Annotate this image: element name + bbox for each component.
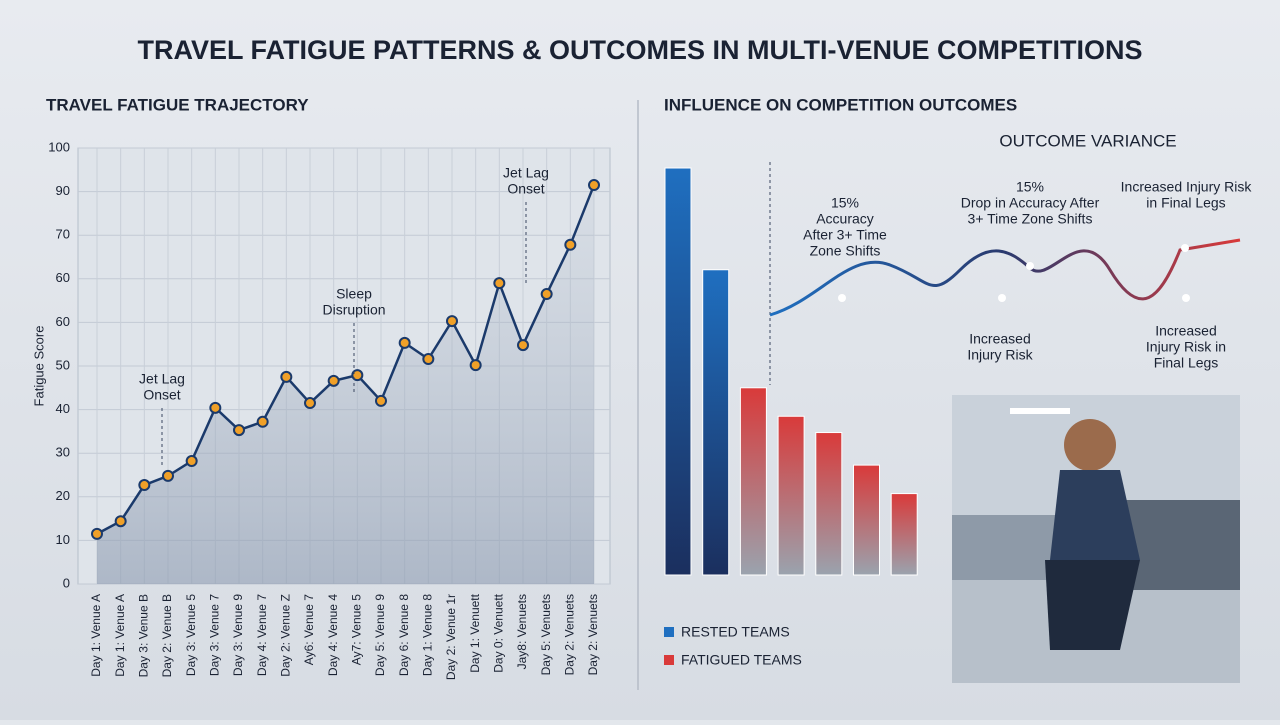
- outcome-title: OUTCOME VARIANCE: [999, 131, 1176, 150]
- x-tick-label: Day 1: Venue A: [89, 594, 103, 677]
- outcome-annotation: Final Legs: [1154, 355, 1219, 371]
- y-tick-label: 60: [56, 314, 70, 329]
- annotation: Jet Lag: [503, 165, 549, 181]
- point: [280, 370, 293, 383]
- outcome-annotation: Increased: [969, 331, 1030, 347]
- point: [469, 359, 482, 372]
- x-tick-label: Ay7: Venue 5: [350, 594, 364, 666]
- x-tick-label: Ay6: Venue 7: [302, 594, 316, 666]
- x-tick-label: Day 2: Venue 1r: [444, 594, 458, 680]
- x-tick-label: Day 3: Venue 9: [231, 594, 245, 676]
- x-tick-label: Day 1: Venuett: [468, 593, 482, 672]
- point: [114, 515, 127, 528]
- x-tick-label: Day 4: Venue 4: [326, 594, 340, 676]
- y-tick-label: 40: [56, 401, 70, 416]
- point: [327, 374, 340, 387]
- outcome-annotation: Increased: [1155, 323, 1216, 339]
- annotation: Onset: [143, 387, 180, 403]
- outcome-annotation: Injury Risk in: [1146, 339, 1226, 355]
- legend-swatch: [664, 627, 674, 637]
- x-tick-label: Day 1: Venue A: [113, 594, 127, 677]
- right-title: INFLUENCE ON COMPETITION OUTCOMES: [664, 95, 1017, 114]
- y-tick-label: 0: [63, 575, 70, 590]
- y-tick-label: 10: [56, 532, 70, 547]
- bar: [702, 269, 730, 576]
- page-title: TRAVEL FATIGUE PATTERNS & OUTCOMES IN MU…: [137, 35, 1142, 65]
- legend-label: FATIGUED TEAMS: [681, 652, 802, 668]
- y-tick-label: 30: [56, 445, 70, 460]
- point: [493, 277, 506, 290]
- bar: [815, 432, 843, 576]
- point: [185, 455, 198, 468]
- y-tick-label: 100: [48, 139, 70, 154]
- annotation: Jet Lag: [139, 371, 185, 387]
- annotation: Sleep: [336, 286, 372, 302]
- outcome-annotation: After 3+ Time: [803, 227, 887, 243]
- x-tick-label: Day 0: Venuett: [492, 593, 506, 672]
- outcome-annotation: Increased Injury Risk: [1121, 179, 1253, 195]
- outcome-annotation: Accuracy: [816, 211, 874, 227]
- point: [162, 469, 174, 482]
- bar: [777, 415, 805, 576]
- point: [91, 527, 103, 540]
- x-tick-label: Jay8: Venuets: [515, 594, 529, 669]
- point: [540, 288, 553, 301]
- point: [138, 479, 151, 492]
- y-tick-label: 50: [56, 357, 70, 372]
- point: [398, 336, 411, 349]
- x-tick-label: Day 2: Venue Z: [279, 594, 293, 677]
- point: [517, 339, 529, 352]
- legend-swatch: [664, 655, 674, 665]
- legend-label: RESTED TEAMS: [681, 624, 790, 640]
- bar: [739, 387, 767, 576]
- x-tick-label: Day 3: Venue B: [137, 594, 151, 677]
- point: [588, 179, 600, 192]
- point: [256, 415, 269, 428]
- x-tick-label: Day 1: Venue 8: [421, 594, 435, 676]
- y-tick-label: 60: [56, 270, 70, 285]
- point: [446, 315, 458, 328]
- fatigue-line: [96, 184, 596, 535]
- point: [422, 353, 435, 366]
- point: [375, 394, 387, 407]
- y-tick-label: 90: [56, 183, 70, 198]
- fatigue-area: [97, 185, 594, 584]
- point: [564, 238, 577, 251]
- outcome-annotation: 3+ Time Zone Shifts: [968, 211, 1093, 227]
- point: [304, 397, 316, 410]
- bar: [853, 464, 880, 576]
- x-tick-label: Day 3: Venue 7: [208, 594, 222, 676]
- point: [351, 369, 364, 382]
- outcome-annotation: Injury Risk: [967, 347, 1033, 363]
- bar: [890, 493, 918, 576]
- outcome-annotation: 15%: [1016, 179, 1044, 195]
- point: [233, 424, 245, 437]
- x-tick-label: Day 2: Venue B: [160, 594, 174, 677]
- x-tick-label: Day 3: Venue 5: [184, 594, 198, 676]
- outcome-annotation: 15%: [831, 195, 859, 211]
- athlete-photo: [952, 395, 1240, 683]
- annotation: Disruption: [322, 302, 385, 318]
- left-title: TRAVEL FATIGUE TRAJECTORY: [46, 95, 309, 114]
- x-tick-label: Day 4: Venue 7: [255, 594, 269, 676]
- bar: [664, 167, 692, 576]
- y-tick-label: 70: [56, 227, 70, 242]
- y-axis-label: Fatigue Score: [31, 326, 46, 407]
- annotation: Onset: [507, 181, 544, 197]
- outcome-annotation: in Final Legs: [1146, 195, 1225, 211]
- outcome-annotation: Zone Shifts: [810, 243, 881, 259]
- x-tick-label: Day 2: Venuets: [586, 594, 600, 675]
- outcome-annotation: Drop in Accuracy After: [961, 195, 1100, 211]
- x-tick-label: Day 6: Venue 8: [397, 594, 411, 676]
- x-tick-label: Day 5: Venue 9: [373, 594, 387, 676]
- x-tick-label: Day 2: Venuets: [563, 594, 577, 675]
- outcome-waves: [769, 162, 1241, 385]
- y-tick-label: 20: [56, 488, 70, 503]
- point: [209, 401, 222, 414]
- x-tick-label: Day 5: Venuets: [539, 594, 553, 675]
